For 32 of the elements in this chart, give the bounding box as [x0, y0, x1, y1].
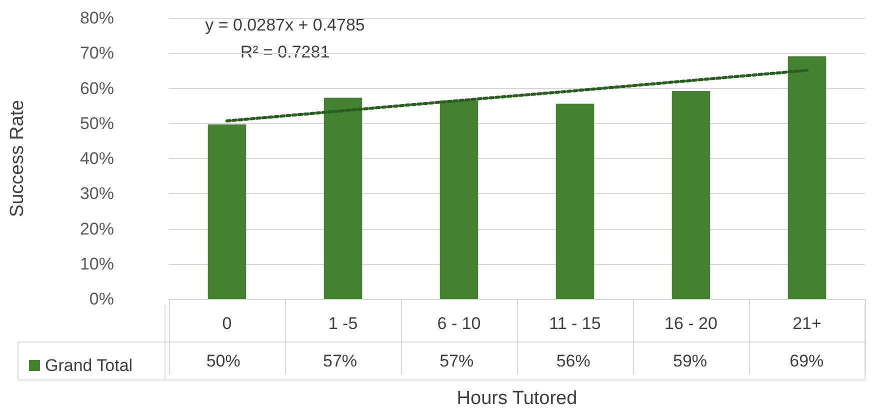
bar	[556, 104, 594, 299]
y-tick-label: 50%	[80, 114, 114, 133]
annotation: y = 0.0287x + 0.4785	[205, 16, 365, 34]
x-tick-label: 11 - 15	[549, 314, 601, 333]
line-series	[226, 68, 808, 122]
data-label: 57%	[322, 352, 358, 370]
y-tick-label: 0%	[89, 290, 114, 308]
data-label: 59%	[672, 352, 708, 370]
data-label: 50%	[206, 352, 240, 370]
bar	[324, 98, 362, 299]
data-label: 57%	[440, 352, 474, 370]
y-tick-label: 10%	[80, 254, 114, 274]
data-label: 69%	[790, 352, 824, 370]
x-tick-label: 1 -5	[328, 314, 358, 333]
data-label: 56%	[556, 352, 590, 370]
y-tick-label: 60%	[80, 78, 114, 98]
bar	[788, 56, 826, 299]
y-tick-label: 30%	[80, 184, 114, 204]
x-tick-label: 6 - 10	[437, 314, 481, 333]
x-tick-label: 0	[222, 314, 232, 333]
y-tick-label: 70%	[80, 44, 114, 63]
x-axis-title: Hours Tutored	[456, 388, 578, 409]
y-axis-title: Success Rate	[7, 100, 28, 218]
bar	[672, 91, 710, 299]
y-tick-label: 80%	[80, 8, 114, 28]
x-tick-label: 16 - 20	[664, 314, 718, 333]
bar	[440, 100, 478, 299]
x-tick-label: 21+	[792, 314, 822, 333]
y-tick-label: 40%	[80, 149, 114, 168]
y-tick-label: 20%	[80, 219, 114, 238]
legend-label: Grand Total	[45, 356, 133, 375]
bar	[208, 124, 246, 299]
